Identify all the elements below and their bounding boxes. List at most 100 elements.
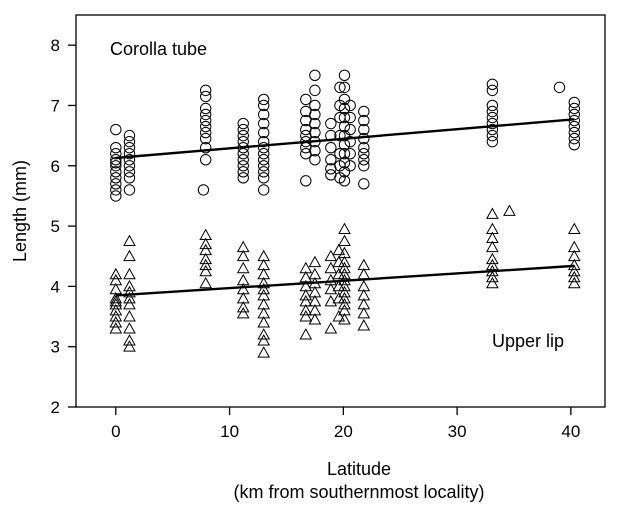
corolla-tube-point (258, 184, 270, 196)
upper-lip-point (236, 306, 250, 319)
upper-lip-trend-line (115, 264, 575, 297)
corolla-tube-point (199, 108, 212, 121)
corolla-tube-point (338, 93, 351, 106)
corolla-tube-point (110, 148, 122, 160)
upper-lip-point (567, 270, 581, 283)
upper-lip-point (338, 267, 351, 280)
upper-lip-point (109, 297, 123, 310)
corolla-tube-point (258, 172, 270, 184)
upper-lip-point (308, 255, 322, 268)
corolla-tube-point (199, 126, 212, 139)
corolla-tube-point (258, 148, 270, 160)
corolla-tube-point (486, 105, 499, 118)
upper-lip-point (338, 234, 351, 247)
corolla-tube-point (358, 160, 370, 172)
plot-frame (75, 14, 606, 408)
corolla-tube-point (237, 154, 249, 166)
corolla-tube-trend-line (115, 118, 575, 160)
corolla-tube-point (258, 141, 270, 154)
upper-lip-point (123, 340, 136, 352)
corolla-tube-point (237, 123, 249, 136)
corolla-tube-point (568, 132, 580, 145)
x-axis-subtitle: (km from southernmost locality) (233, 482, 484, 502)
upper-lip-point (567, 276, 581, 289)
upper-lip-point (199, 237, 213, 250)
x-tick-label: 10 (220, 422, 239, 441)
x-tick-label: 20 (334, 422, 353, 441)
upper-lip-point (324, 294, 338, 307)
upper-lip-point (236, 249, 250, 262)
corolla-tube-point (325, 117, 337, 130)
corolla-tube-point (325, 154, 337, 166)
axis-ticks (68, 44, 572, 415)
corolla-tube-point (199, 120, 212, 133)
y-tick-label: 7 (51, 96, 60, 115)
corolla-tube-point (309, 154, 321, 166)
annotation-corolla-tube: Corolla tube (110, 39, 207, 59)
upper-lip-point (109, 316, 123, 328)
upper-lip-point (357, 267, 371, 280)
upper-lip-point (299, 303, 313, 316)
corolla-tube-point (486, 99, 499, 112)
corolla-tube-point (344, 111, 356, 124)
corolla-tube-point (309, 144, 321, 157)
y-tick-label: 2 (51, 398, 60, 417)
upper-lip-point (257, 346, 271, 358)
corolla-tube-point (334, 129, 346, 142)
corolla-tube-point (199, 141, 212, 154)
corolla-tube-point (486, 84, 499, 97)
corolla-tube-point (123, 160, 136, 172)
corolla-tube-point (358, 114, 370, 127)
corolla-tube-point (338, 129, 351, 142)
upper-lip-point (338, 279, 351, 292)
upper-lip-point (357, 306, 371, 319)
upper-lip-point (123, 267, 136, 280)
upper-lip-point (257, 316, 271, 328)
corolla-tube-point (344, 123, 356, 136)
corolla-tube-point (309, 117, 321, 130)
upper-lip-point (123, 291, 136, 304)
corolla-tube-point (568, 96, 580, 109)
upper-lip-point (299, 288, 313, 301)
upper-lip-point (123, 334, 136, 346)
corolla-tube-point (237, 135, 249, 148)
upper-lip-point (338, 313, 351, 325)
corolla-tube-point (309, 69, 321, 82)
corolla-tube-point (358, 105, 370, 118)
corolla-tube-point (358, 123, 370, 136)
upper-lip-point (486, 276, 499, 289)
corolla-tube-point (110, 154, 122, 166)
corolla-tube-point (199, 90, 212, 103)
upper-lip-point (338, 297, 351, 310)
corolla-tube-point (568, 108, 580, 121)
corolla-tube-point (123, 184, 136, 196)
y-tick-label: 3 (51, 338, 60, 357)
corolla-tube-point (344, 148, 356, 160)
upper-lip-point (486, 240, 499, 253)
upper-lip-point (486, 207, 499, 219)
corolla-tube-point (123, 172, 136, 184)
corolla-tube-point (344, 135, 356, 148)
corolla-tube-point (110, 172, 122, 184)
upper-lip-point (567, 258, 581, 271)
annotation-upper-lip: Upper lip (492, 331, 564, 351)
upper-lip-point (299, 310, 313, 322)
corolla-tube-point (258, 160, 270, 172)
corolla-tube-point (110, 160, 122, 172)
upper-lip-point (338, 222, 351, 234)
upper-lip-point (257, 334, 271, 346)
corolla-tube-point (258, 99, 270, 112)
corolla-tube-point (344, 99, 356, 112)
upper-lip-point (199, 252, 213, 265)
corolla-tube-point (486, 117, 499, 130)
upper-lip-point (567, 264, 581, 277)
corolla-tube-point (568, 102, 580, 115)
corolla-tube-point (199, 114, 212, 127)
corolla-tube-point (199, 84, 212, 97)
upper-lip-point (338, 255, 351, 268)
upper-lip-point (236, 261, 250, 274)
corolla-tube-point (338, 166, 351, 178)
upper-lip-point (123, 310, 136, 322)
upper-lip-point (332, 310, 346, 322)
corolla-tube-point (123, 154, 136, 166)
